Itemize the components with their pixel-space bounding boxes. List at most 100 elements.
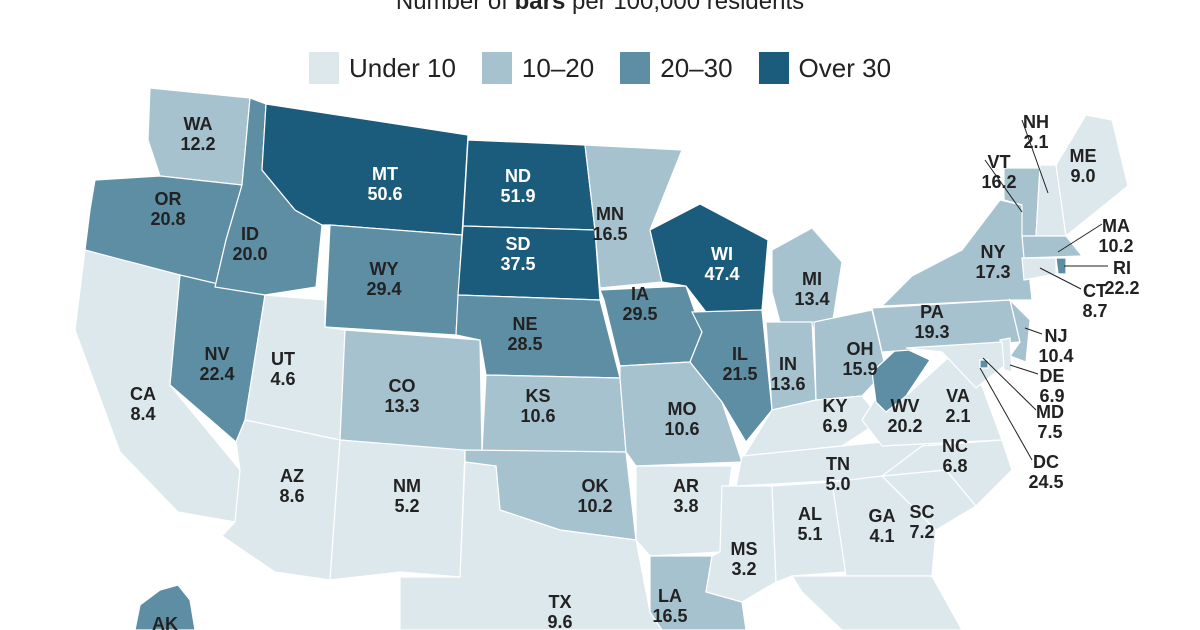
- state-label-mt: MT: [372, 164, 398, 184]
- leader-line-ct: [1039, 267, 1082, 290]
- state-value-la: 16.5: [652, 606, 687, 626]
- state-value-pa: 19.3: [914, 322, 949, 342]
- state-label-ma: MA: [1102, 216, 1130, 236]
- state-label-co: CO: [389, 376, 416, 396]
- state-label-tn: TN: [826, 454, 850, 474]
- title-suffix: per 100,000 residents: [565, 0, 805, 15]
- state-value-in: 13.6: [770, 374, 805, 394]
- state-value-ri: 22.2: [1104, 278, 1139, 298]
- state-label-ia: IA: [631, 284, 649, 304]
- state-value-mn: 16.5: [592, 224, 627, 244]
- legend-item-over-30: Over 30: [758, 52, 892, 84]
- state-label-ga: GA: [869, 506, 896, 526]
- leader-line-vt: [984, 159, 1023, 213]
- state-ia: [599, 285, 703, 367]
- state-value-ks: 10.6: [520, 406, 555, 426]
- state-label-ky: KY: [822, 396, 847, 416]
- state-value-al: 5.1: [797, 524, 822, 544]
- state-label-ca: CA: [130, 384, 156, 404]
- state-value-wy: 29.4: [366, 279, 401, 299]
- state-value-ga: 4.1: [869, 526, 894, 546]
- state-label-ks: KS: [525, 386, 550, 406]
- state-label-mn: MN: [596, 204, 624, 224]
- state-ar: [635, 465, 733, 557]
- state-value-mi: 13.4: [794, 289, 829, 309]
- state-label-ny: NY: [980, 242, 1005, 262]
- state-label-ok: OK: [582, 476, 609, 496]
- state-label-oh: OH: [847, 339, 874, 359]
- state-ak: [134, 584, 196, 630]
- state-label-pa: PA: [920, 302, 944, 322]
- state-label-or: OR: [155, 189, 182, 209]
- state-label-in: IN: [779, 354, 797, 374]
- state-value-nv: 22.4: [199, 364, 234, 384]
- state-label-dc: DC: [1033, 452, 1059, 472]
- state-label-id: ID: [241, 224, 259, 244]
- state-ri: [1055, 257, 1067, 275]
- state-value-tn: 5.0: [825, 474, 850, 494]
- state-label-wi: WI: [711, 244, 733, 264]
- state-label-nd: ND: [505, 166, 531, 186]
- leader-line-de: [1009, 364, 1039, 375]
- leader-line-nh: [1021, 119, 1049, 194]
- state-value-nm: 5.2: [394, 496, 419, 516]
- state-value-me: 9.0: [1070, 166, 1095, 186]
- state-nj: [1008, 298, 1031, 363]
- state-value-ar: 3.8: [673, 496, 698, 516]
- title-bold: bars: [514, 0, 566, 15]
- legend-item-20-30: 20–30: [620, 52, 733, 84]
- state-label-al: AL: [798, 504, 822, 524]
- legend-swatch: [481, 52, 512, 84]
- state-label-sd: SD: [505, 234, 530, 254]
- state-value-wi: 47.4: [704, 264, 739, 284]
- state-me: [1055, 114, 1129, 238]
- state-value-sc: 7.2: [909, 522, 934, 542]
- legend-label: Over 30: [798, 52, 892, 83]
- state-label-wv: WV: [891, 396, 920, 416]
- leader-line-md: [982, 357, 1037, 411]
- state-value-dc: 24.5: [1028, 472, 1063, 492]
- state-md: [905, 341, 1005, 389]
- state-label-nm: NM: [393, 476, 421, 496]
- legend-item-under-10: Under 10: [308, 52, 456, 84]
- state-ga: [831, 475, 937, 577]
- legend-label: 10–20: [521, 52, 595, 83]
- state-value-co: 13.3: [384, 396, 419, 416]
- state-value-or: 20.8: [150, 209, 185, 229]
- state-label-nc: NC: [942, 436, 968, 456]
- legend-label: 20–30: [660, 52, 733, 83]
- state-label-mi: MI: [802, 269, 822, 289]
- state-il: [689, 309, 773, 444]
- state-label-ar: AR: [673, 476, 699, 496]
- state-value-nc: 6.8: [942, 456, 967, 476]
- state-label-ct: CT: [1083, 281, 1107, 301]
- state-value-ut: 4.6: [270, 369, 295, 389]
- state-value-ny: 17.3: [975, 262, 1010, 282]
- title-prefix: Number of: [395, 0, 515, 15]
- state-value-az: 8.6: [279, 486, 304, 506]
- legend-swatch: [758, 52, 789, 84]
- state-value-ms: 3.2: [731, 559, 756, 579]
- state-label-ms: MS: [731, 539, 758, 559]
- state-value-nd: 51.9: [500, 186, 535, 206]
- state-value-oh: 15.9: [842, 359, 877, 379]
- legend-swatch: [620, 52, 651, 84]
- state-ct: [1021, 257, 1057, 281]
- state-value-va: 2.1: [945, 406, 970, 426]
- state-label-ne: NE: [512, 314, 537, 334]
- state-label-va: VA: [946, 386, 970, 406]
- state-value-ma: 10.2: [1098, 236, 1133, 256]
- state-label-la: LA: [658, 586, 682, 606]
- state-value-ia: 29.5: [622, 304, 657, 324]
- legend-label: Under 10: [348, 52, 456, 83]
- state-label-mo: MO: [668, 399, 697, 419]
- state-value-nj: 10.4: [1038, 346, 1073, 366]
- legend-swatch: [308, 52, 339, 84]
- state-label-ak: AK: [152, 614, 178, 630]
- state-label-md: MD: [1036, 402, 1064, 422]
- map-title: Number of bars per 100,000 residents: [0, 0, 1200, 16]
- state-label-nh: NH: [1023, 112, 1049, 132]
- state-label-sc: SC: [909, 502, 934, 522]
- leader-line-nj: [1024, 327, 1043, 335]
